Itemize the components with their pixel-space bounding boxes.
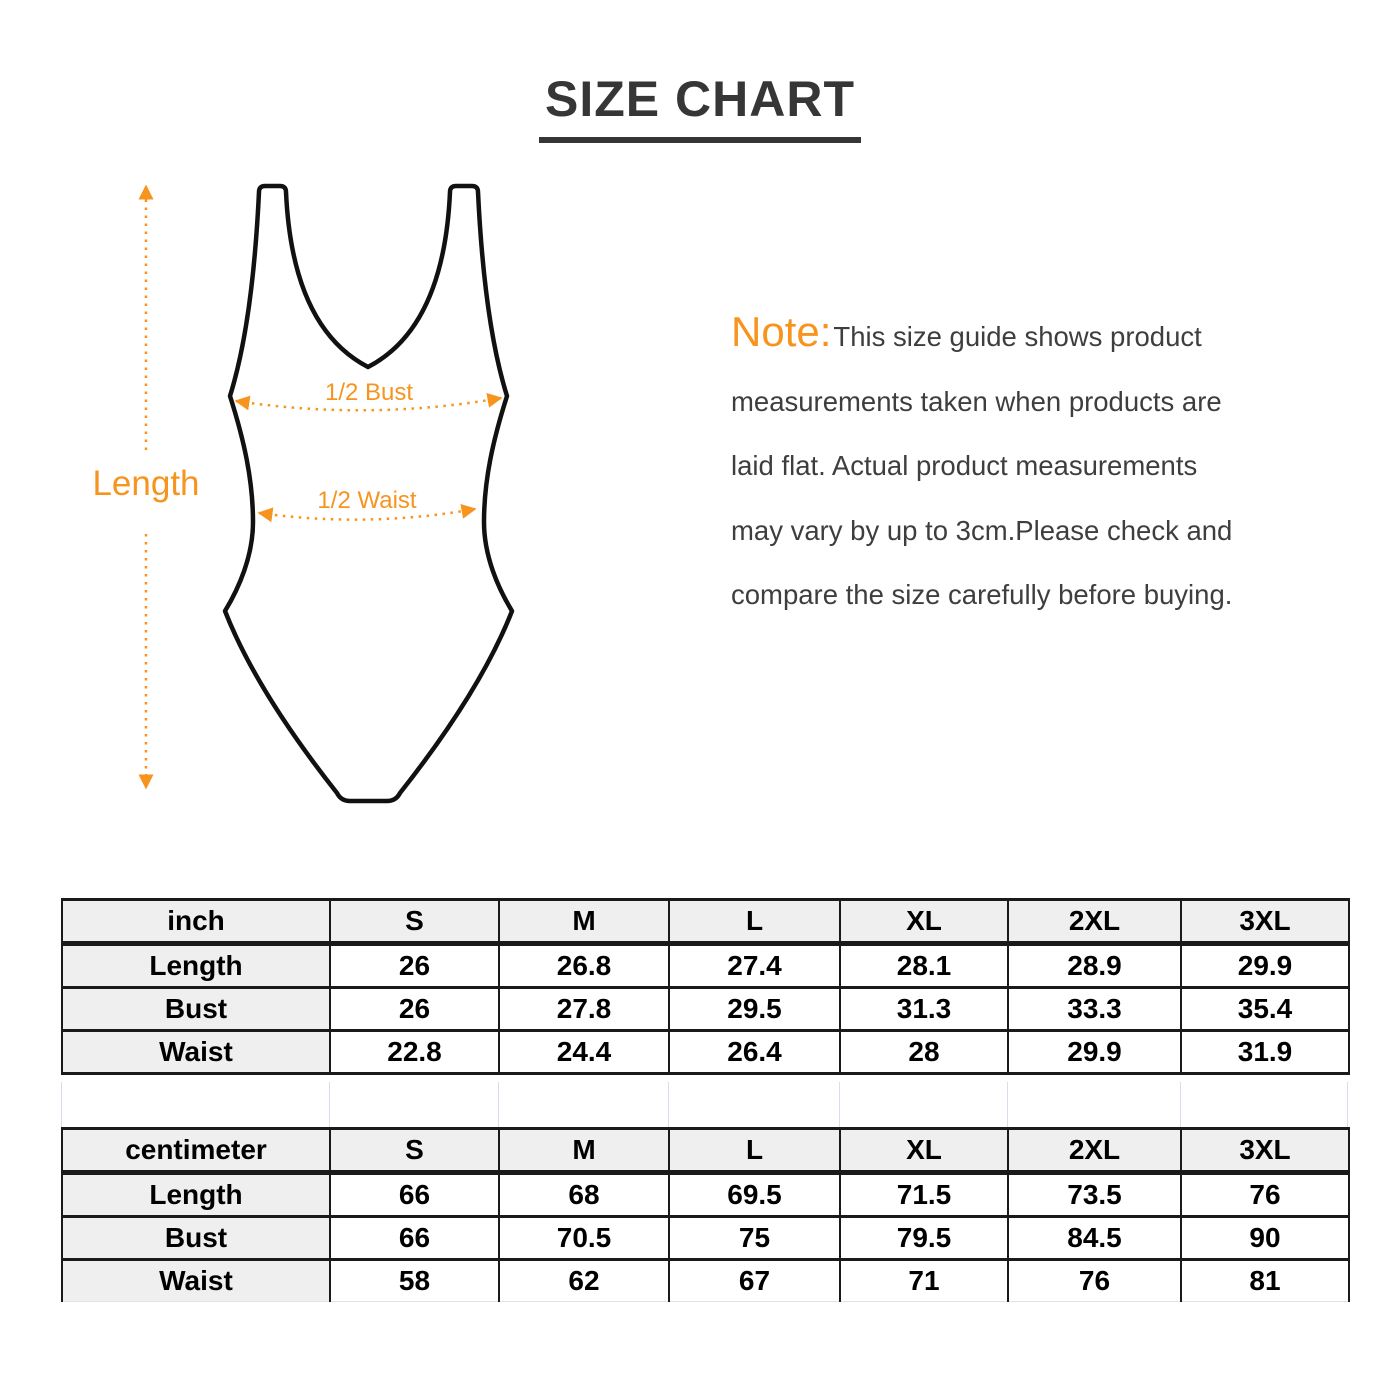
cell: 26 <box>329 942 500 989</box>
size-header: XL <box>839 898 1009 946</box>
note-text: This size guide shows product <box>833 321 1202 352</box>
size-header: 2XL <box>1007 898 1182 946</box>
cell: 84.5 <box>1007 1215 1182 1261</box>
cell: 71.5 <box>839 1171 1009 1218</box>
unit-header: centimeter <box>61 1127 331 1175</box>
size-header: 3XL <box>1180 898 1350 946</box>
cell: 69.5 <box>668 1171 841 1218</box>
cell: 90 <box>1180 1215 1350 1261</box>
cell: 27.4 <box>668 942 841 989</box>
table-row: Bust 66 70.5 75 79.5 84.5 90 <box>61 1215 1350 1261</box>
table-row: Length 66 68 69.5 71.5 73.5 76 <box>61 1171 1350 1218</box>
swimsuit-outline-icon <box>222 183 515 804</box>
size-header: 3XL <box>1180 1127 1350 1175</box>
size-header: 2XL <box>1007 1127 1182 1175</box>
size-header: L <box>668 1127 841 1175</box>
half-waist-label: 1/2 Waist <box>317 487 417 514</box>
cell: 33.3 <box>1007 986 1182 1032</box>
length-label: Length <box>92 464 200 503</box>
table-row: Length 26 26.8 27.4 28.1 28.9 29.9 <box>61 942 1350 989</box>
cell: 26 <box>329 986 500 1032</box>
half-bust-label: 1/2 Bust <box>324 379 414 406</box>
table-header-row: centimeter S M L XL 2XL 3XL <box>61 1127 1350 1175</box>
row-label: Waist <box>61 1258 331 1302</box>
table-row: Bust 26 27.8 29.5 31.3 33.3 35.4 <box>61 986 1350 1032</box>
row-label: Waist <box>61 1029 331 1075</box>
cell: 31.3 <box>839 986 1009 1032</box>
cell: 28.9 <box>1007 942 1182 989</box>
cell: 76 <box>1180 1171 1350 1218</box>
cell: 71 <box>839 1258 1009 1302</box>
row-label: Bust <box>61 1215 331 1261</box>
note-line: compare the size carefully before buying… <box>731 579 1233 610</box>
size-header: L <box>668 898 841 946</box>
size-header: S <box>329 1127 500 1175</box>
cell: 68 <box>498 1171 670 1218</box>
page-title: SIZE CHART <box>0 70 1400 143</box>
cell: 22.8 <box>329 1029 500 1075</box>
cell: 35.4 <box>1180 986 1350 1032</box>
cell: 26.8 <box>498 942 670 989</box>
page-title-text: SIZE CHART <box>539 70 861 143</box>
bust-arrow <box>234 392 503 412</box>
size-header: M <box>498 898 670 946</box>
cell: 67 <box>668 1258 841 1302</box>
cell: 81 <box>1180 1258 1350 1302</box>
centimeter-size-table: centimeter S M L XL 2XL 3XL Length 66 68… <box>61 1127 1350 1302</box>
cell: 66 <box>329 1215 500 1261</box>
cell: 75 <box>668 1215 841 1261</box>
note-label: Note: <box>731 308 832 355</box>
note-line: laid flat. Actual product measurements <box>731 450 1198 481</box>
cell: 31.9 <box>1180 1029 1350 1075</box>
note-block: Note:This size guide shows product measu… <box>731 300 1381 628</box>
table-row: Waist 58 62 67 71 76 81 <box>61 1258 1350 1302</box>
cell: 62 <box>498 1258 670 1302</box>
cell: 28.1 <box>839 942 1009 989</box>
inch-size-table: inch S M L XL 2XL 3XL Length 26 26.8 27.… <box>61 898 1350 1075</box>
table-row: Waist 22.8 24.4 26.4 28 29.9 31.9 <box>61 1029 1350 1075</box>
size-header: M <box>498 1127 670 1175</box>
size-header: S <box>329 898 500 946</box>
cell: 28 <box>839 1029 1009 1075</box>
table-gap <box>61 1082 1348 1127</box>
cell: 26.4 <box>668 1029 841 1075</box>
cell: 29.9 <box>1180 942 1350 989</box>
cell: 73.5 <box>1007 1171 1182 1218</box>
unit-header: inch <box>61 898 331 946</box>
note-line: measurements taken when products are <box>731 385 1222 417</box>
cell: 24.4 <box>498 1029 670 1075</box>
note-line: Note:This size guide shows product <box>731 300 1381 370</box>
cell: 27.8 <box>498 986 670 1032</box>
cell: 29.5 <box>668 986 841 1032</box>
note-line: may vary by up to 3cm.Please check and <box>731 514 1233 546</box>
cell: 29.9 <box>1007 1029 1182 1075</box>
table-header-row: inch S M L XL 2XL 3XL <box>61 898 1350 946</box>
cell: 76 <box>1007 1258 1182 1302</box>
cell: 70.5 <box>498 1215 670 1261</box>
size-header: XL <box>839 1127 1009 1175</box>
row-label: Length <box>61 1171 331 1218</box>
cell: 58 <box>329 1258 500 1302</box>
cell: 66 <box>329 1171 500 1218</box>
row-label: Bust <box>61 986 331 1032</box>
row-label: Length <box>61 942 331 989</box>
cell: 79.5 <box>839 1215 1009 1261</box>
